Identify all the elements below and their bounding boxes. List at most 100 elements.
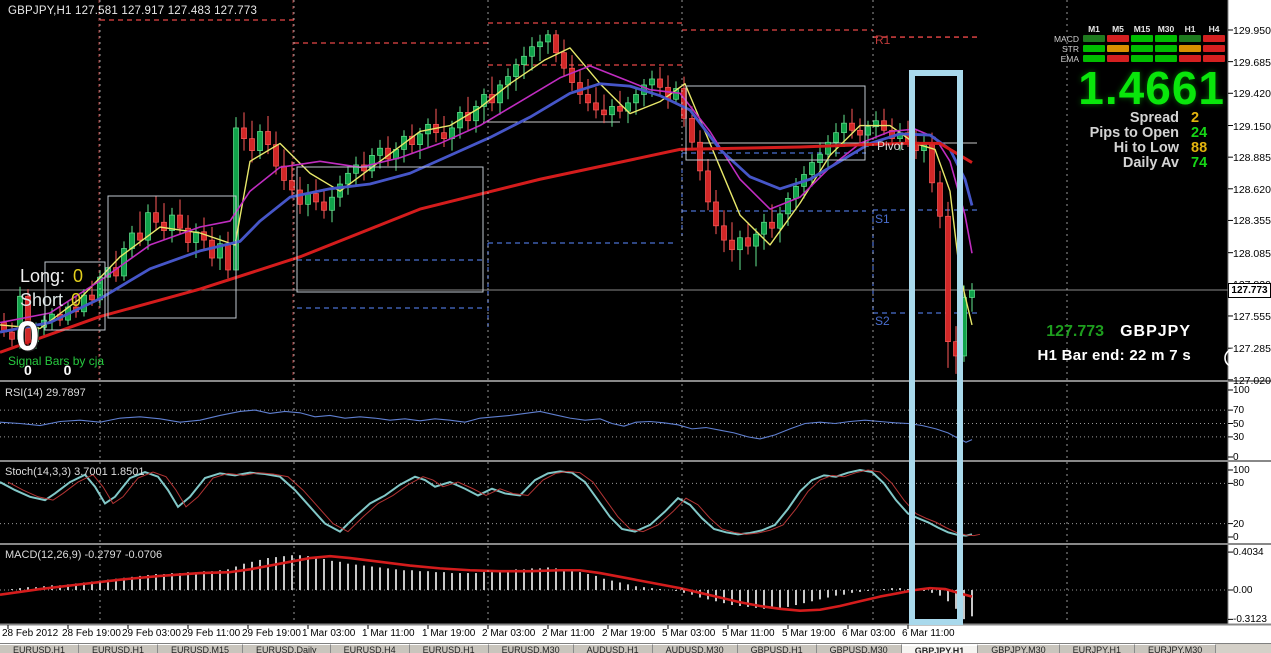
time-axis-label: 28 Feb 2012 bbox=[2, 628, 59, 639]
stat-row: Hi to Low 88 bbox=[1045, 141, 1225, 156]
signal-cell-str-m15 bbox=[1131, 45, 1153, 52]
price-axis-label: 127.020 bbox=[1233, 374, 1271, 387]
signal-cell-str-m30 bbox=[1155, 45, 1177, 52]
signal-cell-str-h1 bbox=[1179, 45, 1201, 52]
long-label: Long: bbox=[20, 266, 66, 286]
price-ticker: 127.773 GBPJPY bbox=[1046, 323, 1191, 341]
pivot-level-label: Pivot bbox=[877, 139, 904, 153]
indicator-scale-label: 100 bbox=[1233, 385, 1250, 396]
s1-level-label: S1 bbox=[875, 212, 890, 226]
time-axis-label: 6 Mar 03:00 bbox=[842, 628, 896, 639]
stat-value: 74 bbox=[1191, 155, 1208, 171]
price-axis-label: 128.085 bbox=[1233, 247, 1271, 260]
rsi-panel-label: RSI(14) 29.7897 bbox=[5, 387, 86, 399]
indicator-scale-label: 0.00 bbox=[1233, 585, 1253, 596]
chart-tab-eurjpy-h1[interactable]: EURJPY,H1 bbox=[1059, 644, 1135, 653]
time-axis-label: 2 Mar 11:00 bbox=[542, 628, 595, 639]
price-axis-label: 128.355 bbox=[1233, 215, 1271, 228]
chart-tab-gbpjpy-m30[interactable]: GBPJPY,M30 bbox=[978, 644, 1060, 653]
chart-tab-bar[interactable]: EURUSD,H1 EURUSD,H1 EURUSD,M15 EURUSD,Daily… bbox=[0, 643, 1271, 653]
signal-cell-macd-m1 bbox=[1083, 35, 1105, 42]
chart-tab-eurusd-m15[interactable]: EURUSD,M15 bbox=[158, 644, 244, 653]
chart-tab-audusd-h1[interactable]: AUDUSD,H1 bbox=[573, 644, 653, 653]
indicator-scale-label: 0 bbox=[1233, 452, 1239, 463]
chart-tab-eurjpy-m30[interactable]: EURJPY,M30 bbox=[1134, 644, 1217, 653]
macd-layer bbox=[0, 554, 1228, 620]
time-axis-label: 2 Mar 19:00 bbox=[602, 628, 656, 639]
price-axis-label: 129.420 bbox=[1233, 88, 1271, 101]
chart-tab-gbpjpy-h1[interactable]: GBPJPY,H1 bbox=[901, 644, 979, 653]
indicator-scale-label: 70 bbox=[1233, 405, 1245, 417]
signal-short-row: Short 0 bbox=[20, 290, 81, 311]
chart-tab-eurusd-h1[interactable]: EURUSD,H1 bbox=[79, 644, 159, 653]
ticker-price: 127.773 bbox=[1046, 323, 1105, 340]
timeframe-column-m1: M1 bbox=[1088, 23, 1100, 34]
time-axis-label: 29 Feb 03:00 bbox=[122, 628, 181, 639]
signal-cell-macd-h1 bbox=[1179, 35, 1201, 42]
stat-label: Spread bbox=[1129, 110, 1179, 126]
price-axis-label: 127.555 bbox=[1233, 310, 1271, 323]
time-axis-label: 29 Feb 11:00 bbox=[182, 628, 241, 639]
time-axis-label: 1 Mar 19:00 bbox=[422, 628, 476, 639]
signal-cell-str-m1 bbox=[1083, 45, 1105, 52]
indicator-row-label-str: STR bbox=[1062, 43, 1079, 54]
big-quote-value: 1.4661 bbox=[1078, 62, 1225, 114]
indicator-scale-label: 0 bbox=[1233, 532, 1239, 543]
chart-tab-eurusd-daily[interactable]: EURUSD,Daily bbox=[243, 644, 331, 653]
signal-cell-str-m5 bbox=[1107, 45, 1129, 52]
chart-tab-gbpusd-m30[interactable]: GBPUSD,M30 bbox=[816, 644, 902, 653]
signal-cell-macd-m30 bbox=[1155, 35, 1177, 42]
indicator-row-label-macd: MACD bbox=[1053, 33, 1079, 44]
timeframe-signal-grid: M1 M5 M15 M30 H1 H4 MACD STR EMA bbox=[1045, 23, 1225, 64]
timeframe-column-m30: M30 bbox=[1157, 23, 1175, 34]
timeframe-column-m5: M5 bbox=[1112, 23, 1124, 34]
signal-cell-macd-h4 bbox=[1203, 35, 1225, 42]
current-price-tag: 127.773 bbox=[1228, 283, 1271, 298]
chart-tab-eurusd-m30[interactable]: EURUSD,M30 bbox=[488, 644, 574, 653]
short-label: Short bbox=[20, 290, 64, 310]
time-axis-label: 28 Feb 19:00 bbox=[62, 628, 121, 639]
short-count: 0 bbox=[71, 290, 82, 310]
indicator-scale-label: 50 bbox=[1233, 418, 1245, 430]
price-axis-label: 129.150 bbox=[1233, 120, 1271, 133]
spread-stats-block: Spread 2 Pips to Open 24 Hi to Low 88 Daily Av… bbox=[1045, 111, 1225, 171]
macd-panel-label: MACD(12,26,9) -0.2797 -0.0706 bbox=[5, 549, 163, 561]
ticker-symbol: GBPJPY bbox=[1120, 323, 1191, 340]
time-axis-label: 1 Mar 03:00 bbox=[302, 628, 356, 639]
signal-cell-ema-m15 bbox=[1131, 55, 1153, 62]
chart-tab-gbpusd-h1[interactable]: GBPUSD,H1 bbox=[737, 644, 817, 653]
indicator-scale-label: 80 bbox=[1233, 478, 1245, 490]
time-axis-label: 5 Mar 19:00 bbox=[782, 628, 836, 639]
signal-cell-macd-m15 bbox=[1131, 35, 1153, 42]
signal-cell-ema-m30 bbox=[1155, 55, 1177, 62]
price-axis-label: 128.885 bbox=[1233, 152, 1271, 165]
main-chart-layer bbox=[0, 0, 1228, 380]
time-axis-label: 5 Mar 03:00 bbox=[662, 628, 716, 639]
rsi-layer bbox=[0, 409, 1228, 443]
bar-end-countdown: H1 Bar end: 22 m 7 s bbox=[1037, 347, 1191, 364]
chart-tab-eurusd-h1[interactable]: EURUSD,H1 bbox=[409, 644, 489, 653]
indicator-row-label-ema: EMA bbox=[1060, 53, 1079, 64]
indicator-scale-label: 30 bbox=[1233, 431, 1245, 443]
price-axis-label: 128.620 bbox=[1233, 183, 1271, 196]
time-axis-label: 6 Mar 11:00 bbox=[902, 628, 955, 639]
signal-cell-ema-h1 bbox=[1179, 55, 1201, 62]
price-axis-label: 127.285 bbox=[1233, 343, 1271, 356]
signal-small-counts: 0 0 bbox=[24, 362, 86, 378]
stat-row: Spread 2 bbox=[1045, 111, 1225, 126]
signal-cell-macd-m5 bbox=[1107, 35, 1129, 42]
indicator-scale-label: 100 bbox=[1233, 465, 1250, 476]
long-count: 0 bbox=[73, 266, 84, 286]
symbol-ohlc-readout: GBPJPY,H1 127.581 127.917 127.483 127.77… bbox=[8, 5, 258, 17]
stat-row: Pips to Open 24 bbox=[1045, 126, 1225, 141]
chart-tab-audusd-m30[interactable]: AUDUSD,M30 bbox=[652, 644, 738, 653]
indicator-scale-label: 0.4034 bbox=[1233, 547, 1264, 559]
signal-long-row: Long: 0 bbox=[20, 266, 83, 287]
stat-value: 2 bbox=[1191, 110, 1200, 126]
chart-tab-eurusd-h1[interactable]: EURUSD,H1 bbox=[0, 644, 80, 653]
chart-tab-eurusd-h4[interactable]: EURUSD,H4 bbox=[330, 644, 410, 653]
signal-cell-ema-h4 bbox=[1203, 55, 1225, 62]
stoch-layer bbox=[0, 468, 1228, 537]
